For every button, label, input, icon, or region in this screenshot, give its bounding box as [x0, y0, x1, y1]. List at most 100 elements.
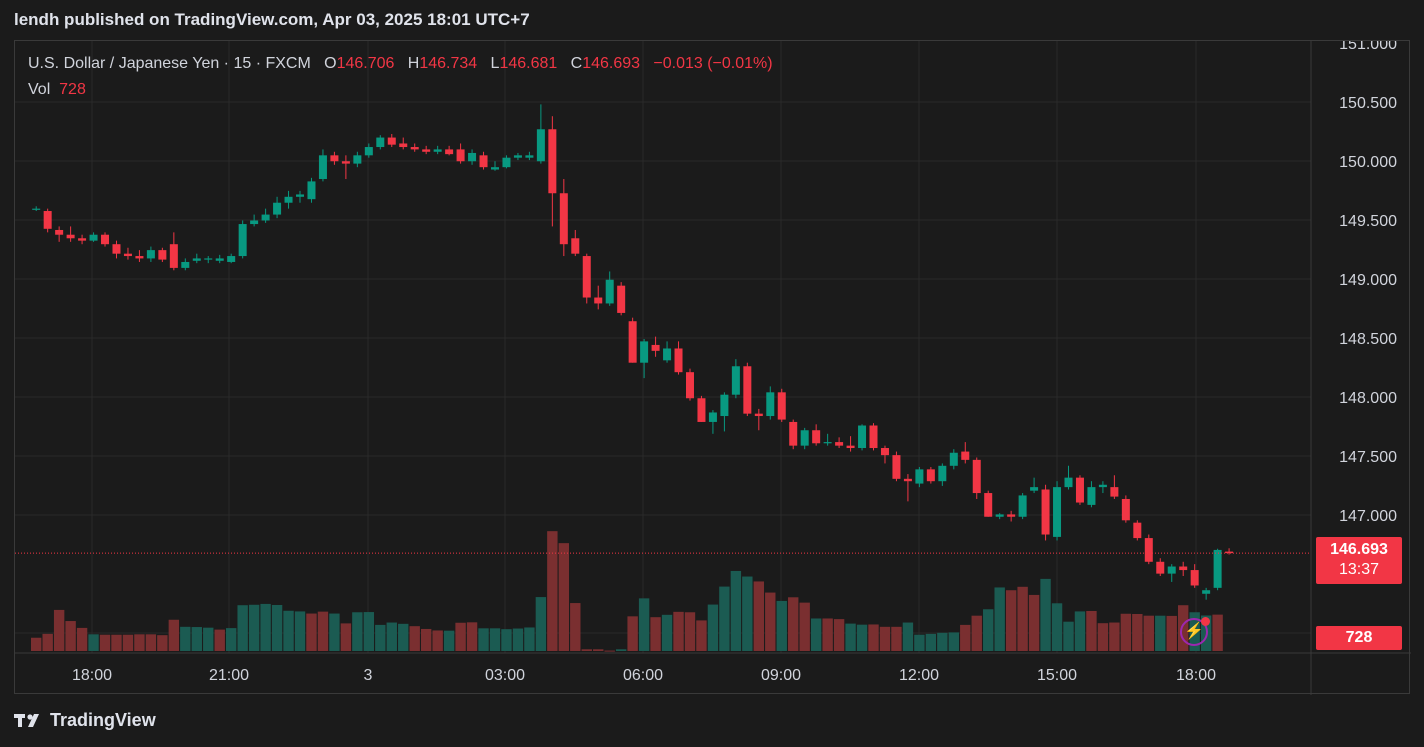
- candle-body: [743, 366, 752, 414]
- candle-body: [1030, 487, 1039, 491]
- chart-frame: 151.000 150.500 150.000 149.500 149.000 148.5…: [14, 40, 1411, 695]
- tradingview-logo-icon: [14, 713, 39, 727]
- volume-bar: [971, 615, 982, 651]
- volume-bar: [799, 602, 810, 651]
- candle-body: [101, 234, 110, 245]
- x-tick-label: 12:00: [899, 667, 939, 684]
- volume-bar: [340, 623, 352, 651]
- volume-bar: [765, 592, 776, 651]
- candle-body: [880, 448, 889, 456]
- volume-bar: [822, 618, 833, 651]
- volume-bar: [1132, 613, 1143, 651]
- candle-body: [777, 392, 786, 420]
- volume-bar: [363, 612, 375, 651]
- candle-body: [1041, 489, 1050, 535]
- candle-body: [445, 149, 454, 155]
- candle-body: [1190, 570, 1199, 586]
- candle-body: [135, 256, 144, 259]
- candle-body: [181, 261, 190, 268]
- x-tick-label: 3: [364, 667, 373, 684]
- volume-row: Vol 728: [28, 80, 773, 106]
- candle-body: [571, 238, 580, 254]
- volume-bar: [1155, 615, 1166, 651]
- volume-bar: [260, 603, 271, 651]
- lightning-icon[interactable]: ⚡: [1180, 618, 1208, 646]
- candle-body: [1007, 514, 1016, 517]
- change-value: −0.013 (−0.01%): [653, 55, 773, 72]
- volume-bar: [856, 624, 868, 651]
- candle-body: [1121, 498, 1130, 521]
- volume-bar: [420, 628, 432, 651]
- candle-body: [582, 256, 591, 298]
- open-label: O: [324, 55, 337, 72]
- volume-bar: [661, 614, 673, 651]
- symbol-description[interactable]: U.S. Dollar / Japanese Yen · 15 · FXCM: [28, 55, 311, 72]
- volume-bar: [317, 611, 329, 651]
- candle-body: [491, 167, 499, 170]
- volume-bar: [111, 634, 122, 651]
- volume-bar: [696, 620, 707, 651]
- candle-body: [858, 425, 867, 449]
- volume-bar: [225, 628, 237, 651]
- volume-bar: [214, 629, 225, 651]
- price-chart[interactable]: 151.000 150.500 150.000 149.500 149.000 148.5…: [15, 41, 1411, 695]
- candle-body: [984, 493, 993, 517]
- candle-body: [926, 469, 935, 482]
- candle-body: [318, 155, 327, 180]
- close-label: C: [570, 55, 583, 72]
- candle-body: [594, 297, 603, 304]
- volume-bar: [776, 600, 787, 651]
- volume-bar: [99, 634, 111, 651]
- volume-bar: [122, 634, 134, 651]
- candle-body: [250, 220, 259, 225]
- candle-body: [995, 514, 1004, 517]
- candle-body: [422, 149, 431, 152]
- volume-bar: [810, 618, 822, 651]
- volume-bar: [627, 616, 638, 651]
- volume-bar: [1040, 578, 1051, 651]
- volume-bar: [581, 649, 592, 651]
- candle-body: [502, 157, 511, 168]
- candle-body: [1098, 484, 1107, 488]
- volume-bar: [386, 622, 397, 651]
- candle-body: [376, 137, 385, 148]
- candle-body: [1053, 487, 1062, 537]
- volume-bar: [937, 632, 948, 651]
- candle-body: [961, 451, 970, 460]
- candle-body: [410, 147, 419, 150]
- y-tick-label: 149.500: [1339, 213, 1397, 230]
- y-tick-label: 150.000: [1339, 154, 1397, 171]
- y-tick-label: 148.000: [1339, 390, 1397, 407]
- volume-bar: [432, 630, 443, 651]
- volume-bar: [283, 610, 294, 651]
- candle-body: [972, 459, 981, 494]
- candle-body: [789, 421, 798, 446]
- volume-bar: [329, 613, 340, 651]
- volume-bar: [558, 543, 570, 651]
- candle-body: [158, 250, 167, 260]
- volume-bar: [1017, 586, 1028, 651]
- candle-body: [146, 250, 155, 259]
- y-tick-label: 147.500: [1339, 449, 1397, 466]
- candle-body: [78, 238, 87, 241]
- candle-body: [204, 258, 213, 260]
- candle-body: [456, 149, 465, 162]
- candle-body: [1167, 566, 1176, 574]
- volume-label: Vol: [28, 81, 51, 98]
- volume-bar: [719, 586, 730, 651]
- y-tick-label: 149.000: [1339, 272, 1397, 289]
- candle-body: [66, 234, 75, 239]
- volume-bar: [604, 650, 615, 652]
- volume-bar: [868, 624, 879, 651]
- candle-body: [617, 285, 626, 313]
- volume-bar: [191, 627, 202, 651]
- x-tick-label: 09:00: [761, 667, 801, 684]
- volume-bar: [593, 649, 604, 651]
- candle-body: [846, 445, 855, 449]
- candle-body: [112, 244, 121, 254]
- candle-body: [468, 152, 477, 162]
- low-value: 146.681: [499, 55, 558, 72]
- candle-body: [1064, 477, 1073, 488]
- candle-body: [399, 143, 408, 148]
- y-tick-label: 151.000: [1339, 41, 1397, 53]
